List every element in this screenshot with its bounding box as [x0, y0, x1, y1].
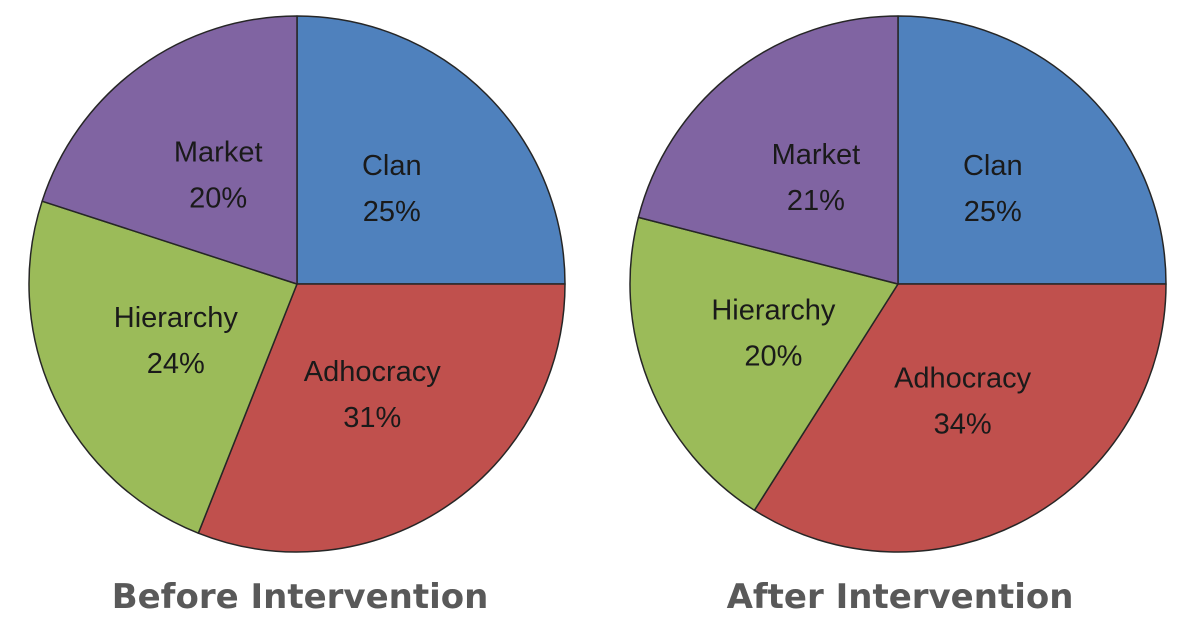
- chart-title-before: Before Intervention: [111, 577, 489, 617]
- slice-label-hierarchy-after: Hierarchy 20%: [711, 294, 836, 372]
- pie-chart-after: Clan 25% Adhocracy 34% Hierarchy 20% Market 21%…: [600, 0, 1200, 643]
- pie-slice-clan-before: [296, 15, 566, 285]
- slice-value-market-before: 20%: [189, 183, 247, 215]
- slice-value-adhocracy-after: 34%: [934, 408, 992, 440]
- slice-labels-before: Clan 25% Adhocracy 31% Hierarchy 24% Market 20%: [114, 137, 442, 434]
- slice-category-clan-before: Clan: [362, 150, 422, 182]
- slice-label-adhocracy-before: Adhocracy 31%: [304, 356, 442, 434]
- slice-value-hierarchy-after: 20%: [744, 340, 802, 372]
- slice-category-clan-after: Clan: [963, 150, 1023, 182]
- slice-labels-after: Clan 25% Adhocracy 34% Hierarchy 20% Market 21%: [711, 139, 1031, 440]
- pie-chart-before: Clan 25% Adhocracy 31% Hierarchy 24% Market 20%…: [28, 15, 566, 617]
- slice-label-adhocracy-after: Adhocracy 34%: [894, 362, 1032, 440]
- slice-label-hierarchy-before: Hierarchy 24%: [114, 302, 239, 380]
- slice-value-clan-before: 25%: [363, 196, 421, 228]
- slice-label-clan-before: Clan 25%: [362, 150, 422, 228]
- pie-slice-clan-after: [897, 15, 1167, 285]
- slice-label-market-after: Market 21%: [772, 139, 861, 217]
- pie-slice-hierarchy-before: [28, 200, 298, 534]
- pie-slice-market-after: [637, 15, 899, 285]
- slice-value-hierarchy-before: 24%: [147, 348, 205, 380]
- slice-category-market-after: Market: [772, 139, 861, 171]
- pie-slice-adhocracy-after: [753, 283, 1167, 553]
- slice-label-market-before: Market 20%: [174, 137, 263, 215]
- pie-slice-market-before: [41, 15, 298, 285]
- slice-category-hierarchy-before: Hierarchy: [114, 302, 239, 334]
- pie-slice-hierarchy-after: [629, 216, 899, 512]
- slice-category-adhocracy-before: Adhocracy: [304, 356, 442, 388]
- slice-category-hierarchy-after: Hierarchy: [711, 294, 836, 326]
- slice-value-clan-after: 25%: [964, 196, 1022, 228]
- pie-svg-before: Clan 25% Adhocracy 31% Hierarchy 24% Market 20%: [28, 15, 566, 553]
- slice-category-market-before: Market: [174, 137, 263, 169]
- slice-label-clan-after: Clan 25%: [963, 150, 1023, 228]
- pie-slice-adhocracy-before: [197, 283, 566, 553]
- pie-svg-after: Clan 25% Adhocracy 34% Hierarchy 20% Market 21%: [629, 15, 1167, 553]
- slice-value-adhocracy-before: 31%: [343, 402, 401, 434]
- slice-value-market-after: 21%: [787, 185, 845, 217]
- slice-category-adhocracy-after: Adhocracy: [894, 362, 1032, 394]
- chart-title-after: After Intervention: [726, 577, 1074, 617]
